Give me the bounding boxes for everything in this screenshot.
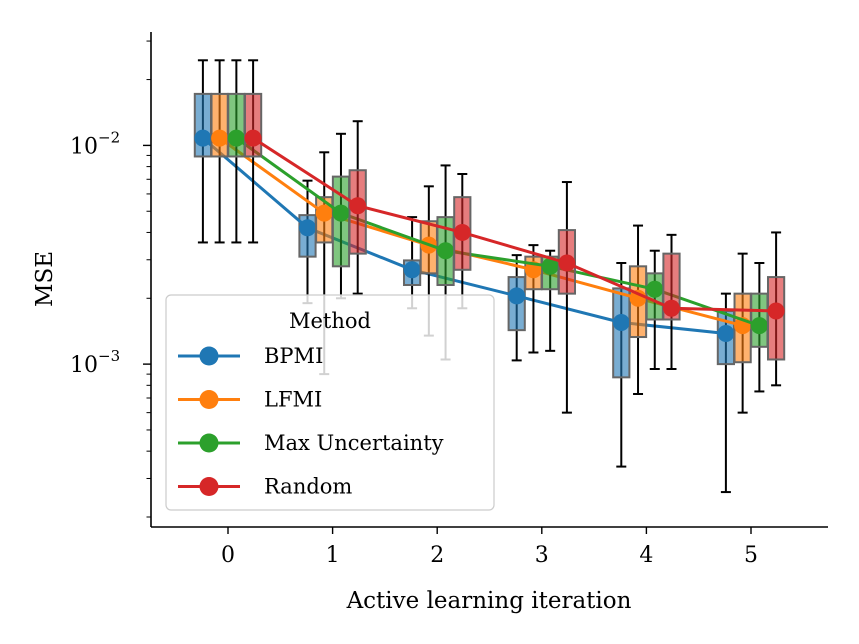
bpmi-mean-point	[612, 313, 630, 331]
legend-frame	[165, 294, 495, 511]
random-mean-point	[453, 223, 471, 241]
max-uncertainty-mean-point	[750, 317, 768, 335]
bpmi-mean-point	[298, 219, 316, 237]
bpmi-box	[193, 92, 213, 158]
legend: Method BPMI LFMI Max Uncertainty Random	[165, 294, 495, 511]
axes	[150, 32, 828, 528]
max-uncertainty-mean-point	[646, 280, 664, 298]
bpmi-mean-point	[403, 261, 421, 279]
max-uncertainty-mean-point	[541, 257, 559, 275]
y-tick-label: 10−3	[70, 347, 120, 378]
random-mean-line	[252, 136, 777, 313]
bpmi-mean-point	[508, 287, 526, 305]
x-tick-label: 0	[221, 543, 235, 568]
max-uncertainty-mean-point	[332, 204, 350, 222]
random-mean-point	[767, 302, 785, 320]
bpmi-mean-point	[717, 325, 735, 343]
random-mean-point	[558, 254, 576, 272]
legend-marker-max-uncertainty	[199, 433, 219, 453]
legend-label-lfmi: LFMI	[264, 388, 322, 412]
legend-marker-random	[199, 477, 219, 496]
legend-label-bpmi: BPMI	[264, 344, 323, 368]
y-tick-label: 10−2	[70, 128, 120, 159]
legend-label-random: Random	[264, 475, 352, 499]
random-mean-point	[244, 129, 262, 147]
x-axis-label: Active learning iteration	[346, 588, 632, 614]
series-random	[243, 59, 786, 414]
random-box	[243, 92, 263, 158]
legend-title: Method	[289, 309, 371, 333]
x-tick-label: 4	[639, 543, 653, 568]
x-tick-label: 3	[535, 543, 549, 568]
x-tick-label: 2	[430, 543, 444, 568]
lfmi-box	[210, 92, 229, 158]
max-uncertainty-mean-point	[227, 129, 245, 147]
lfmi-mean-point	[211, 129, 229, 147]
x-tick-label: 5	[744, 543, 758, 568]
random-mean-point	[663, 299, 681, 317]
legend-marker-lfmi	[199, 390, 219, 409]
lfmi-mean-point	[315, 204, 333, 222]
random-mean-point	[349, 197, 367, 215]
legend-label-max-uncertainty: Max Uncertainty	[264, 431, 444, 455]
x-tick-label: 1	[326, 543, 340, 568]
ticks: 0 1 2 3 4 5 10−2 10−3	[70, 40, 758, 568]
bpmi-mean-point	[194, 129, 212, 147]
y-axis-label: MSE	[32, 251, 58, 307]
bpmi-box	[612, 287, 631, 379]
max-uncertainty-mean-point	[437, 242, 455, 260]
legend-marker-bpmi	[199, 346, 219, 366]
max-uncertainty-box	[227, 92, 246, 158]
